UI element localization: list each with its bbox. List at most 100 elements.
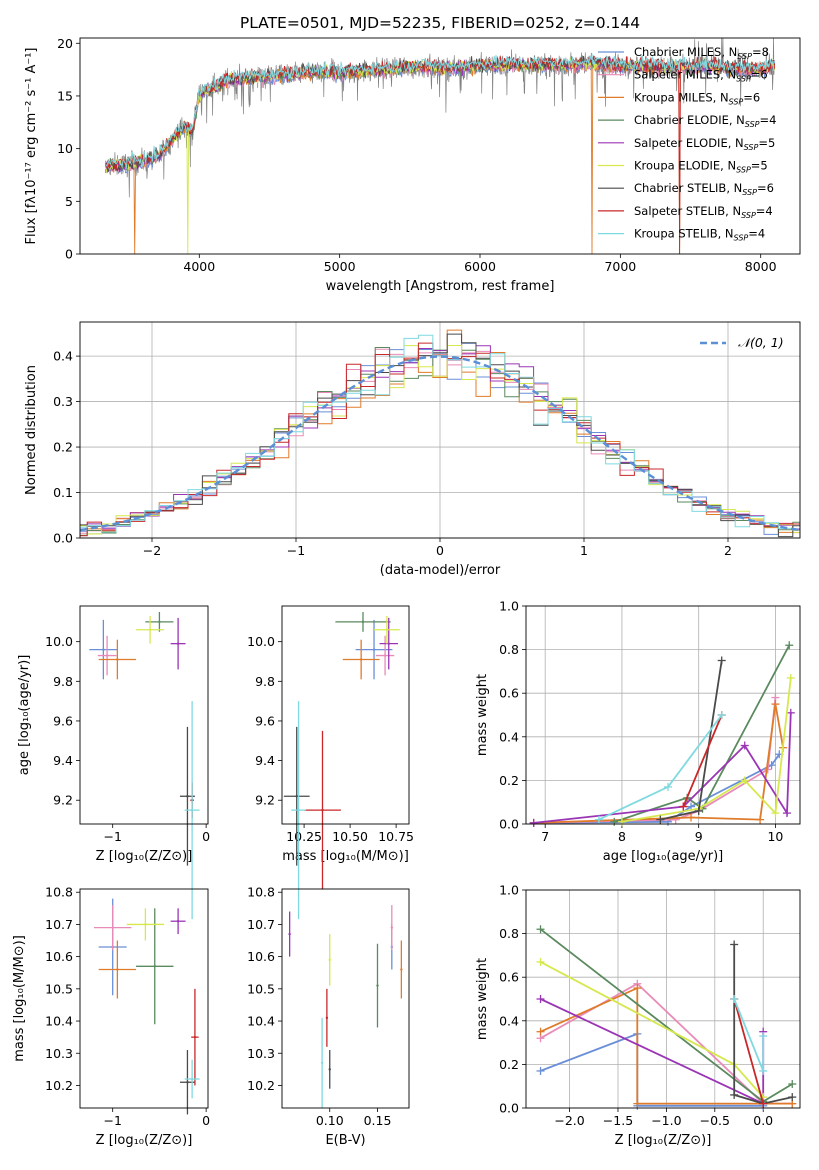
x-tick-label: 0.0 — [753, 1113, 773, 1128]
data-point — [325, 1016, 329, 1020]
data-point — [116, 968, 119, 971]
data-point — [116, 658, 119, 661]
legend-entry-subscript: SSP — [744, 143, 759, 152]
legend-entry-subscript: SSP — [745, 120, 760, 129]
y-tick-label: 10.8 — [247, 885, 275, 900]
age-vs-mass-chart: 10.25 10.50 10.75 9.2 9.4 9.6 9.8 10.0 mass [log… — [247, 605, 414, 920]
data-point — [297, 808, 300, 812]
y-tick-label: 0.8 — [499, 642, 519, 657]
mass-weight-series-line — [733, 998, 765, 1072]
x-axis-label: mass [log₁₀(M/M⊙)] — [282, 849, 409, 864]
errorbar-point — [288, 911, 291, 957]
legend-entry-label: 𝒩(0, 1) — [738, 335, 784, 350]
x-tick-label: −2 — [143, 543, 161, 558]
data-point — [148, 628, 152, 631]
y-tick-label: 10.3 — [45, 1046, 73, 1061]
x-tick-label: 10.75 — [378, 829, 414, 844]
plus-marker — [730, 1090, 739, 1099]
legend-entry-name: Salpeter MILES, N — [634, 68, 736, 82]
errorbar-point — [375, 635, 395, 676]
errorbar-point — [342, 639, 380, 680]
x-tick-label: 8000 — [745, 259, 777, 274]
y-tick-label: 0.0 — [53, 531, 73, 546]
plus-marker — [759, 1032, 768, 1041]
model-spectrum-line — [105, 53, 776, 170]
errorbar-point — [325, 988, 329, 1047]
x-axis-label: E(B-V) — [325, 1133, 365, 1148]
legend-entry-label: Chabrier MILES, NSSP=8 — [634, 45, 769, 61]
mass-weight-series-line — [540, 961, 764, 1098]
y-tick-label: 10.5 — [45, 981, 73, 996]
y-tick-label: 1.0 — [499, 599, 519, 614]
errorbar-point — [376, 943, 379, 1028]
x-tick-label: −1.5 — [603, 1113, 633, 1128]
data-point — [295, 795, 298, 798]
plus-marker — [788, 1093, 797, 1102]
data-point — [176, 642, 180, 645]
errorbar-point — [304, 730, 341, 890]
y-tick-label: 0 — [65, 247, 73, 262]
legend-entry-count: =4 — [760, 113, 777, 127]
errorbar-point — [126, 908, 165, 941]
x-tick-label: −0.5 — [700, 1113, 730, 1128]
legend-entry-label: Kroupa ELODIE, NSSP=5 — [634, 159, 768, 175]
data-point — [320, 1061, 324, 1065]
x-axis-label: Z [log₁₀(Z/Z⊙)] — [96, 849, 193, 864]
plus-marker — [785, 641, 794, 650]
x-tick-label: 4000 — [183, 259, 215, 274]
histogram-step-line — [80, 345, 800, 530]
x-tick-label: 7 — [541, 829, 549, 844]
x-tick-label: −2.0 — [554, 1113, 584, 1128]
x-axis-label: wavelength [Angstrom, rest frame] — [326, 279, 555, 294]
plot-frame — [525, 605, 801, 825]
residual-histogram-chart: −2 −1 0 1 2 0.0 0.1 0.2 0.3 0.4 (data-model)/error… — [24, 321, 801, 578]
legend-entry-count: =8 — [752, 45, 769, 59]
x-tick-label: 0 — [436, 543, 444, 558]
data-point — [385, 628, 389, 631]
x-tick-label: 0 — [202, 1113, 210, 1128]
x-tick-label: 6000 — [464, 259, 496, 274]
legend-entry-count: =6 — [743, 90, 760, 104]
plus-marker — [663, 782, 672, 791]
legend-entry-count: =4 — [748, 227, 765, 241]
legend-entry-name: Kroupa ELODIE, N — [634, 159, 736, 173]
errorbar-point — [291, 701, 306, 920]
plus-marker — [786, 673, 795, 682]
y-tick-label: 0.3 — [53, 394, 73, 409]
x-tick-label: 0.10 — [316, 1113, 344, 1128]
mass-weight-series-line — [598, 714, 723, 821]
x-tick-label: 1 — [580, 543, 588, 558]
plus-marker — [694, 806, 703, 815]
errorbar-point — [170, 908, 186, 935]
plot-frame — [281, 605, 410, 825]
y-tick-label: 9.4 — [255, 753, 275, 768]
y-tick-label: 0.1 — [53, 485, 73, 500]
legend-entry-subscript: SSP — [729, 97, 744, 106]
x-tick-label: 2 — [724, 543, 732, 558]
data-point — [105, 654, 109, 657]
plot-frame — [79, 888, 209, 1109]
data-point — [102, 648, 105, 651]
y-tick-label: 10.4 — [45, 1014, 73, 1029]
y-tick-label: 10.8 — [45, 885, 73, 900]
y-tick-label: 0.2 — [53, 440, 73, 455]
y-tick-label: 20 — [57, 36, 73, 51]
errorbar-point — [98, 639, 137, 680]
data-point — [176, 920, 180, 923]
mass-weight-series-line — [540, 1032, 764, 1107]
plot-frame — [79, 37, 801, 255]
y-tick-label: 5 — [65, 194, 73, 209]
y-tick-label: 10.7 — [247, 917, 275, 932]
plot-frame — [79, 321, 801, 539]
plus-marker — [771, 809, 780, 818]
data-point — [193, 1035, 197, 1039]
y-tick-label: 0.6 — [499, 970, 519, 985]
massweight-vs-age-chart: 7 8 9 10 0.0 0.2 0.4 0.6 0.8 1.0 age [log₁₀(age/yr… — [475, 599, 801, 864]
x-tick-label: −1 — [287, 543, 305, 558]
data-point — [387, 642, 390, 645]
y-tick-label: 9.8 — [53, 674, 73, 689]
legend-entry-subscript: SSP — [741, 211, 756, 220]
x-axis-label: Z [log₁₀(Z/Z⊙)] — [615, 1133, 712, 1148]
errorbar-point — [379, 617, 398, 670]
